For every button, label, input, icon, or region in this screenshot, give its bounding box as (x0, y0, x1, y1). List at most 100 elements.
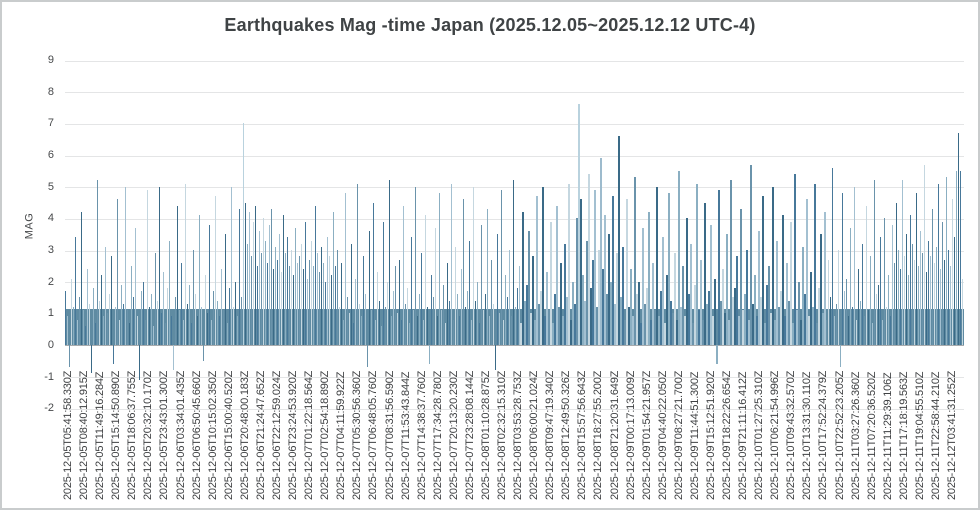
x-tick-label: 2025-12-07T20:13:20.230Z (447, 370, 460, 500)
magnitude-bar (890, 316, 892, 345)
y-tick-label: 9 (47, 54, 54, 66)
magnitude-bar (814, 183, 816, 345)
magnitude-bar (620, 297, 622, 345)
magnitude-bar (196, 316, 199, 345)
magnitude-bar (854, 186, 856, 345)
magnitude-bar (262, 218, 265, 345)
magnitude-bar (664, 322, 666, 345)
magnitude-bar (132, 297, 135, 345)
magnitude-bar (134, 227, 137, 345)
x-tick-label: 2025-12-09T08:27:21.700Z (672, 370, 685, 500)
magnitude-bar (878, 284, 880, 345)
magnitude-bar (594, 189, 596, 345)
magnitude-bar (122, 303, 125, 345)
magnitude-bar (302, 269, 305, 345)
magnitude-bar (708, 291, 710, 345)
magnitude-bar (786, 262, 788, 345)
magnitude-bar (252, 221, 255, 345)
x-tick-label: 2025-12-11T19:04:55.510Z (913, 371, 926, 500)
magnitude-bar (182, 319, 185, 345)
magnitude-bar (112, 344, 115, 364)
magnitude-bar (916, 193, 918, 345)
magnitude-bar (586, 240, 588, 345)
magnitude-bar (418, 294, 420, 345)
x-tick-label: 2025-12-09T15:12:51.920Z (704, 370, 717, 500)
magnitude-bar (902, 180, 904, 345)
magnitude-bar (606, 294, 608, 345)
magnitude-bar (426, 306, 428, 345)
magnitude-bar (918, 265, 920, 345)
magnitude-bar (584, 300, 586, 345)
gridline-8 (65, 92, 964, 94)
magnitude-bar (940, 269, 942, 345)
magnitude-bar (436, 316, 438, 345)
magnitude-bar (356, 183, 359, 345)
magnitude-bar (684, 316, 686, 345)
magnitude-bar (706, 303, 708, 345)
magnitude-bar (592, 259, 594, 345)
magnitude-bar (236, 316, 239, 345)
magnitude-bar (228, 288, 231, 345)
magnitude-bar (460, 269, 462, 345)
magnitude-bar (846, 278, 848, 345)
gridline-6 (65, 155, 964, 157)
magnitude-bar (870, 256, 872, 345)
magnitude-bar (816, 322, 818, 345)
magnitude-bar (894, 262, 896, 345)
magnitude-bar (774, 319, 776, 345)
magnitude-bar (172, 344, 175, 371)
magnitude-bar (676, 319, 678, 345)
magnitude-bar (130, 265, 133, 345)
magnitude-bar (156, 300, 159, 345)
magnitude-bar (720, 300, 722, 345)
gridline-9 (65, 60, 964, 62)
x-tick-label: 2025-12-07T05:30:56.360Z (351, 370, 364, 500)
magnitude-bar (670, 300, 672, 345)
magnitude-bar (176, 205, 179, 345)
x-tick-label: 2025-12-11T11:29:39.106Z (881, 372, 894, 500)
magnitude-bar (840, 344, 842, 368)
magnitude-bar (162, 272, 165, 345)
magnitude-bar (214, 196, 217, 345)
y-tick-label: -1 (44, 370, 54, 383)
magnitude-bar (404, 303, 406, 345)
magnitude-bar (500, 189, 502, 345)
magnitude-bar (308, 259, 311, 345)
magnitude-bar (212, 291, 215, 345)
magnitude-bar (678, 170, 680, 345)
magnitude-bar (884, 218, 886, 345)
magnitude-bar (588, 174, 590, 345)
magnitude-bar (600, 158, 602, 345)
magnitude-bar (118, 319, 121, 345)
magnitude-bar (746, 250, 748, 345)
magnitude-bar (266, 262, 269, 345)
magnitude-bar (322, 262, 325, 345)
magnitude-bar (952, 199, 954, 345)
magnitude-bar (90, 344, 93, 374)
x-tick-label: 2025-12-10T17:52:24.379Z (817, 370, 830, 500)
x-tick-label: 2025-12-08T03:53:28.753Z (512, 370, 524, 500)
x-tick-label: 2025-12-08T18:27:55.200Z (592, 370, 605, 500)
magnitude-bar (192, 250, 195, 345)
magnitude-bar (142, 281, 145, 345)
magnitude-bar (724, 313, 726, 345)
magnitude-bar (628, 306, 630, 345)
magnitude-bar (922, 253, 924, 345)
magnitude-bar (74, 237, 77, 345)
x-tick-label: 2025-12-08T21:20:31.649Z (608, 370, 621, 500)
magnitude-bar (790, 221, 792, 345)
gridline-5 (65, 187, 964, 189)
magnitude-bar (466, 291, 468, 345)
magnitude-bar (960, 170, 962, 345)
magnitude-bar (448, 300, 450, 345)
magnitude-bar (474, 300, 476, 345)
x-tick-label: 2025-12-07T01:22:18.564Z (303, 370, 316, 500)
magnitude-bar (932, 208, 934, 345)
magnitude-bar (428, 344, 430, 364)
y-tick-label: 5 (47, 180, 54, 193)
magnitude-bar (472, 186, 474, 345)
magnitude-bar (496, 234, 498, 345)
magnitude-bar (124, 186, 127, 345)
magnitude-bar (400, 319, 402, 345)
magnitude-bar (886, 306, 888, 345)
